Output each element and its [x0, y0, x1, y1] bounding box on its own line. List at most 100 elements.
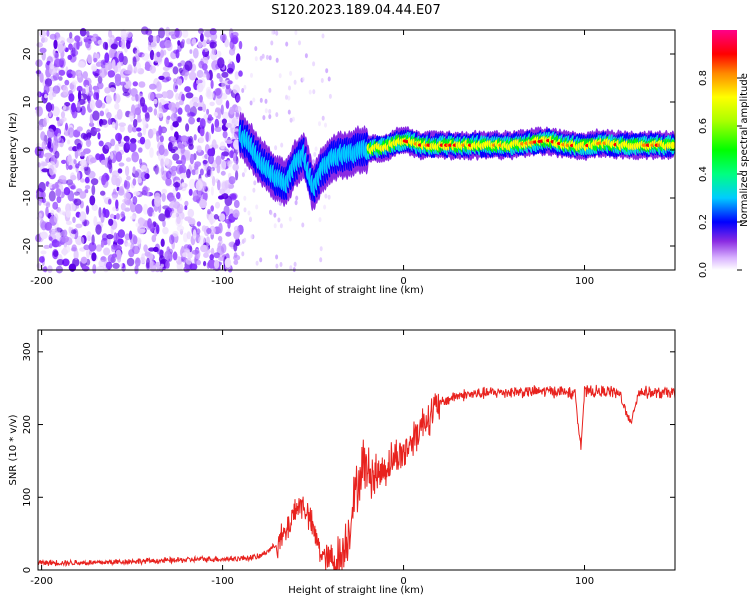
noise-blob [220, 104, 224, 115]
noise-blob [289, 117, 293, 123]
noise-blob [157, 108, 164, 118]
noise-blob [141, 253, 145, 262]
noise-blob [49, 61, 55, 70]
noise-blob [186, 168, 191, 179]
noise-blob [278, 73, 282, 79]
noise-blob [77, 71, 82, 78]
noise-blob [91, 184, 96, 196]
noise-blob [213, 112, 218, 117]
noise-blob [126, 175, 131, 181]
noise-blob [191, 249, 200, 255]
noise-blob [47, 141, 52, 149]
noise-blob [151, 128, 157, 135]
y-tick-label: 0 [22, 147, 33, 153]
noise-blob [218, 222, 223, 234]
y-tick-label: -20 [22, 238, 33, 254]
noise-blob [125, 76, 129, 82]
noise-blob [95, 224, 102, 235]
noise-blob [211, 176, 216, 187]
noise-blob [213, 259, 220, 269]
noise-blob [76, 126, 83, 132]
noise-blob [111, 174, 118, 186]
noise-blob [41, 168, 49, 173]
noise-blob [227, 80, 233, 85]
noise-blob [71, 102, 76, 113]
noise-blob [92, 85, 98, 91]
noise-blob [254, 46, 258, 52]
noise-blob [311, 159, 315, 165]
noise-blob [64, 79, 70, 86]
noise-blob [116, 109, 123, 120]
noise-blob [79, 27, 87, 37]
noise-blob [128, 230, 133, 240]
noise-blob [170, 136, 176, 142]
noise-blob [91, 252, 97, 262]
noise-blob [50, 229, 59, 239]
noise-blob [274, 145, 278, 151]
noise-blob [117, 168, 123, 174]
noise-blob [224, 257, 232, 268]
noise-blob [59, 118, 65, 124]
noise-blob [227, 63, 233, 70]
noise-blob [43, 36, 48, 43]
noise-blob [175, 160, 183, 165]
noise-blob [90, 178, 99, 186]
noise-blob [215, 155, 222, 166]
noise-blob [180, 145, 185, 154]
noise-blob [192, 229, 197, 240]
noise-blob [184, 205, 188, 210]
noise-blob [188, 138, 193, 144]
noise-blob [198, 136, 205, 144]
noise-blob [277, 217, 281, 223]
noise-blob [172, 230, 179, 237]
noise-blob [181, 93, 185, 102]
noise-blob [108, 218, 114, 226]
noise-blob [62, 258, 70, 267]
noise-blob [149, 65, 156, 74]
noise-blob [135, 222, 140, 228]
noise-blob [183, 232, 188, 243]
noise-blob [202, 49, 206, 57]
noise-blob [273, 212, 277, 218]
noise-blob [156, 51, 161, 58]
noise-blob [107, 237, 111, 246]
noise-blob [61, 235, 69, 243]
noise-blob [43, 84, 50, 95]
noise-blob [203, 260, 207, 267]
noise-blob [87, 54, 93, 64]
noise-blob [210, 205, 214, 212]
noise-blob [51, 183, 60, 189]
noise-blob [184, 200, 189, 207]
spectrogram-y-axis-label: Frequency (Hz) [8, 112, 19, 188]
noise-blob [229, 194, 237, 201]
noise-blob [80, 236, 85, 245]
noise-blob [86, 95, 91, 102]
noise-blob [298, 40, 301, 46]
noise-blob [135, 117, 142, 123]
noise-blob [327, 76, 331, 82]
noise-blob [100, 159, 107, 165]
noise-blob [225, 160, 233, 165]
noise-blob [265, 54, 269, 60]
noise-blob [99, 67, 107, 79]
noise-blob [321, 115, 325, 121]
noise-blob [285, 94, 288, 100]
noise-blob [112, 194, 117, 201]
noise-blob [38, 256, 45, 263]
noise-blob [147, 44, 153, 52]
noise-blob [234, 71, 239, 80]
noise-blob [177, 62, 182, 67]
noise-blob [88, 90, 94, 97]
x-tick-label: 100 [575, 576, 594, 587]
noise-blob [133, 191, 141, 196]
noise-blob [67, 139, 71, 145]
noise-blob [164, 39, 172, 49]
noise-blob [250, 234, 254, 240]
noise-blob [223, 205, 230, 217]
noise-blob [210, 186, 214, 196]
x-tick-label: 100 [575, 276, 594, 287]
noise-blob [119, 81, 127, 86]
noise-blob [110, 43, 118, 50]
noise-blob [146, 257, 150, 269]
noise-blob [46, 128, 55, 139]
